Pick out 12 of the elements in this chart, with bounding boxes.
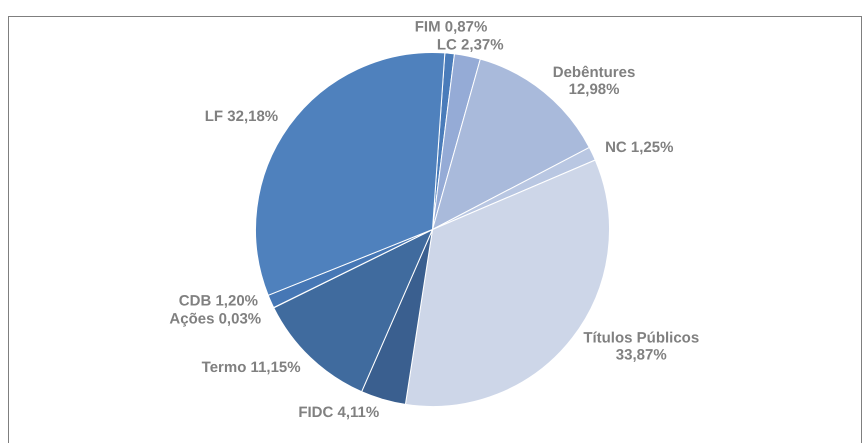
slice-label: NC 1,25% — [605, 138, 674, 156]
slice-label: Títulos Públicos — [583, 329, 700, 346]
slice-label: Debêntures — [552, 64, 636, 81]
slice-label: Ações 0,03% — [169, 310, 262, 328]
slice-label: LC 2,37% — [436, 36, 504, 54]
slice-label: FIDC 4,11% — [298, 404, 380, 422]
data-label: 12,98% — [568, 80, 620, 98]
slice-label: FIM 0,87% — [414, 18, 488, 36]
slice-label: LF 32,18% — [204, 108, 278, 126]
slice-label: Termo 11,15% — [202, 358, 301, 376]
data-label: 33,87% — [616, 346, 667, 364]
slice-label: CDB 1,20% — [178, 292, 258, 310]
